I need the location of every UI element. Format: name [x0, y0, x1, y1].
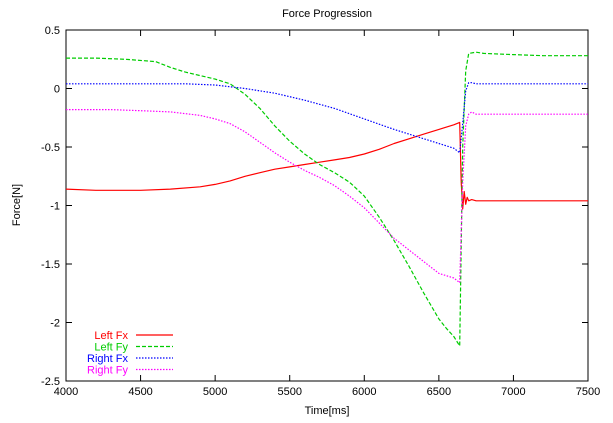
axis-ticks: 4000 4500 5000 5500 6000 6500 7000 7500 -2.5 -2 -1… — [41, 25, 600, 398]
y-tick-label: 0.5 — [45, 25, 60, 37]
legend-label: Left Fy — [94, 342, 128, 354]
y-tick-label: -1 — [50, 201, 60, 213]
y-tick-label: -2 — [50, 318, 60, 330]
series-line-right-fx — [66, 82, 588, 154]
series-line-left-fy — [66, 51, 588, 347]
y-tick-label: -1.5 — [41, 259, 60, 271]
legend-label: Right Fx — [87, 353, 128, 365]
x-tick-label: 6000 — [352, 386, 376, 398]
x-tick-label: 4000 — [54, 386, 78, 398]
x-tick-label: 7000 — [501, 386, 525, 398]
series-line-left-fx — [65, 121, 588, 210]
x-tick-label: 5000 — [203, 386, 227, 398]
series-lines — [65, 51, 588, 347]
y-tick-label: -2.5 — [41, 376, 60, 388]
plot-frame — [65, 29, 589, 382]
legend-label: Right Fy — [87, 365, 128, 377]
x-tick-label: 5500 — [277, 386, 301, 398]
x-tick-label: 6500 — [427, 386, 451, 398]
chart-title: Force Progression — [282, 8, 372, 20]
legend-label: Left Fx — [94, 330, 128, 342]
y-axis-title: Force[N] — [11, 184, 23, 226]
x-tick-label: 4500 — [128, 386, 152, 398]
x-axis-title: Time[ms] — [305, 405, 350, 417]
x-tick-label: 7500 — [576, 386, 600, 398]
y-tick-label: -0.5 — [41, 142, 60, 154]
y-tick-label: 0 — [54, 84, 60, 96]
series-line-right-fy — [66, 108, 588, 284]
